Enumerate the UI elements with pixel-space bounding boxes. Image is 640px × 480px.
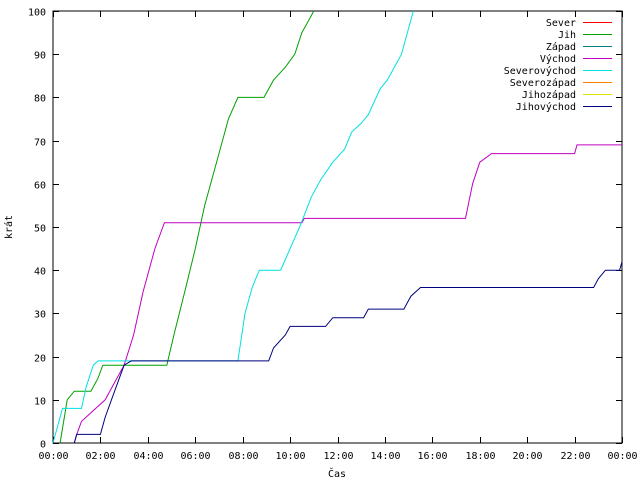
x-tick-label: 06:00 — [180, 451, 210, 462]
series-line-3 — [73, 144, 622, 444]
legend-label: Sever — [546, 18, 576, 29]
x-tick-label: 02:00 — [85, 451, 115, 462]
x-tick-label: 22:00 — [560, 451, 590, 462]
y-tick-label: 60 — [34, 181, 46, 192]
y-tick-label: 40 — [34, 267, 46, 278]
y-axis: 0 10 20 30 40 50 60 70 80 90 100 — [28, 8, 622, 451]
x-tick-label: 12:00 — [323, 451, 353, 462]
y-tick-label: 20 — [34, 354, 46, 365]
legend-label: Jihovýchod — [516, 101, 576, 113]
legend-label: Severovýchod — [504, 65, 576, 77]
series-lines — [52, 10, 623, 444]
x-tick-label: 16:00 — [417, 451, 447, 462]
legend: SeverJihZápadVýchodSeverovýchodSeverozáp… — [504, 18, 612, 113]
y-tick-label: 50 — [34, 224, 46, 235]
x-tick-label: 18:00 — [465, 451, 495, 462]
legend-label: Severozápad — [510, 77, 576, 89]
y-tick-label: 70 — [34, 138, 46, 149]
x-tick-label: 04:00 — [133, 451, 163, 462]
x-tick-label: 00:00 — [607, 451, 637, 462]
x-tick-label: 20:00 — [512, 451, 542, 462]
legend-label: Jihozápad — [522, 89, 576, 101]
y-tick-label: 10 — [34, 397, 46, 408]
x-axis-title: Čas — [328, 467, 346, 480]
y-tick-label: 100 — [28, 8, 46, 19]
y-tick-label: 0 — [40, 440, 46, 451]
y-tick-label: 90 — [34, 51, 46, 62]
legend-label: Jih — [558, 30, 576, 41]
x-tick-label: 10:00 — [275, 451, 305, 462]
x-tick-label: 14:00 — [370, 451, 400, 462]
legend-label: Západ — [546, 41, 576, 53]
y-axis-title: krát — [3, 215, 15, 239]
x-tick-label: 00:00 — [38, 451, 68, 462]
y-tick-label: 30 — [34, 310, 46, 321]
series-line-4 — [52, 10, 414, 444]
x-axis: 00:00 02:00 04:00 06:00 08:00 10:00 12:00 14:00… — [38, 11, 638, 462]
y-tick-label: 80 — [34, 94, 46, 105]
series-line-7 — [73, 261, 623, 444]
series-line-1 — [59, 10, 315, 444]
x-tick-label: 08:00 — [228, 451, 258, 462]
legend-label: Východ — [540, 53, 576, 65]
